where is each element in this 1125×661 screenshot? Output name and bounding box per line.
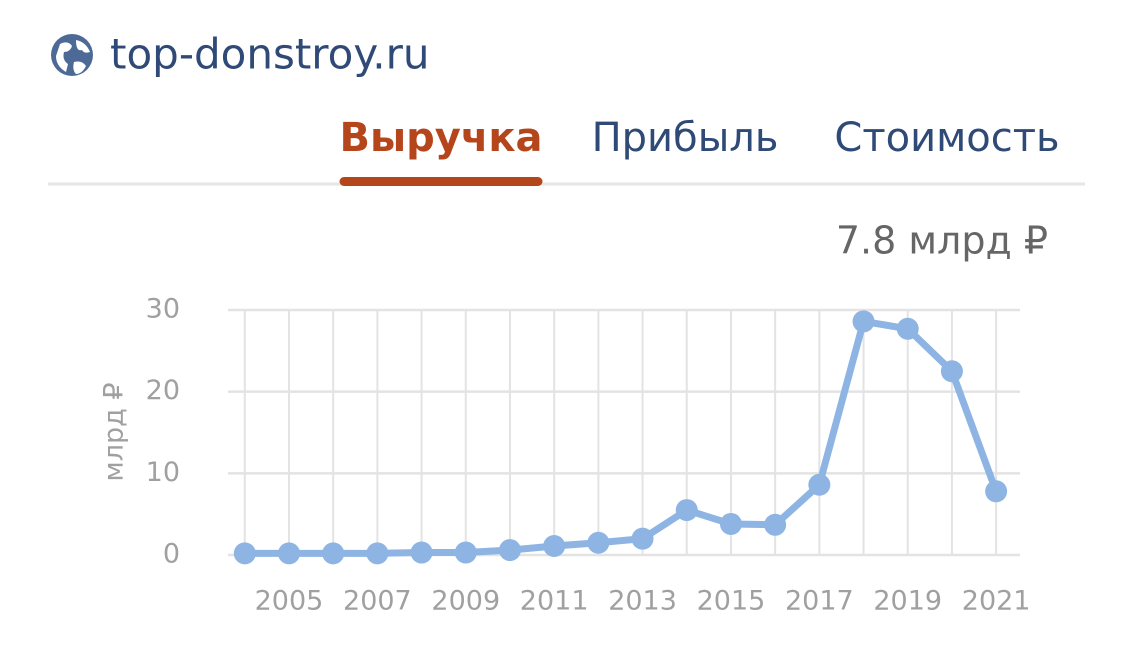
data-point bbox=[852, 310, 875, 333]
data-point bbox=[675, 499, 698, 522]
data-point bbox=[985, 480, 1008, 503]
data-point bbox=[233, 542, 256, 565]
x-tick-label: 2019 bbox=[873, 586, 942, 617]
data-point bbox=[366, 542, 389, 565]
data-point bbox=[764, 513, 787, 536]
data-point bbox=[808, 473, 831, 496]
data-point bbox=[410, 541, 433, 564]
x-tick-label: 2021 bbox=[962, 586, 1031, 617]
series-line bbox=[244, 317, 1000, 557]
current-value: 7.8 млрд ₽ bbox=[836, 219, 1048, 263]
plot: 0 10 20 30 2005 2007 2009 2011 2013 2015 2017 2019 2… bbox=[146, 294, 1031, 617]
y-tick-label: 10 bbox=[146, 457, 180, 488]
x-tick-label: 2013 bbox=[608, 586, 677, 617]
x-tick-label: 2015 bbox=[697, 586, 766, 617]
x-tick-label: 2005 bbox=[255, 586, 324, 617]
data-point bbox=[587, 531, 610, 554]
x-tick-label: 2009 bbox=[431, 586, 500, 617]
data-point bbox=[498, 539, 521, 562]
y-axis-label: млрд ₽ bbox=[99, 382, 130, 481]
data-point bbox=[719, 512, 742, 535]
data-point bbox=[322, 542, 345, 565]
data-point bbox=[631, 527, 654, 550]
data-point bbox=[543, 535, 566, 558]
tab[interactable]: Стоимость bbox=[834, 115, 1059, 161]
y-tick-label: 0 bbox=[163, 539, 180, 570]
tab-underline bbox=[339, 177, 543, 186]
x-tick-label: 2011 bbox=[520, 586, 589, 617]
tab[interactable]: Прибыль bbox=[592, 115, 779, 161]
tabs: Выручка Прибыль Стоимость bbox=[339, 115, 1060, 186]
site-name[interactable]: top-donstroy.ru bbox=[110, 30, 429, 79]
y-tick-label: 20 bbox=[146, 375, 180, 406]
tab[interactable]: Выручка bbox=[340, 115, 543, 161]
x-tick-label: 2007 bbox=[343, 586, 412, 617]
globe-icon bbox=[51, 34, 93, 76]
x-tick-label: 2017 bbox=[785, 586, 854, 617]
data-point bbox=[277, 542, 300, 565]
y-tick-label: 30 bbox=[146, 294, 180, 325]
data-point bbox=[940, 360, 963, 383]
data-point bbox=[896, 317, 919, 340]
data-point bbox=[454, 541, 477, 564]
